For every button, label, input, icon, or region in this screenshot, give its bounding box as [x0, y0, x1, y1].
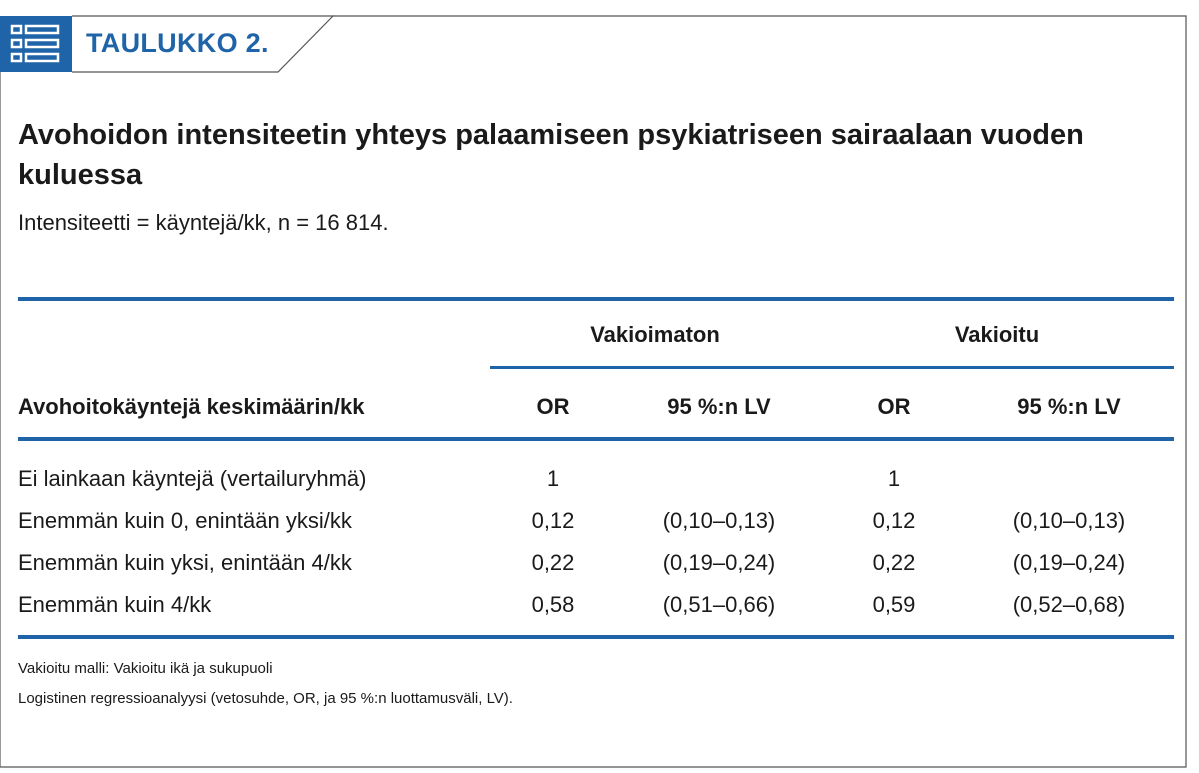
- table-row-label: Ei lainkaan käyntejä (vertailuryhmä): [18, 466, 367, 491]
- table-row-label: Enemmän kuin 4/kk: [18, 592, 212, 617]
- group-header-unadjusted: Vakioimaton: [590, 322, 720, 347]
- table-cell-or-adjusted: 0,59: [872, 592, 916, 617]
- column-header-ci-adjusted: 95 %:n LV: [1017, 394, 1121, 419]
- group-header-adjusted: Vakioitu: [954, 322, 1040, 347]
- table-cell-ci-adjusted: (0,19–0,24): [1012, 550, 1126, 575]
- footnote-method: Logistinen regressioanalyysi (vetosuhde,…: [18, 690, 513, 707]
- table-cell-ci-adjusted: (0,52–0,68): [1012, 592, 1126, 617]
- top-rule: [18, 297, 1174, 301]
- table-row-label: Enemmän kuin yksi, enintään 4/kk: [18, 550, 352, 575]
- table-cell-or-adjusted: 0,22: [872, 550, 916, 575]
- column-header-or-unadjusted: OR: [536, 394, 570, 419]
- table-cell-ci-unadjusted: (0,51–0,66): [662, 592, 776, 617]
- group-rule-unadjusted: [490, 366, 832, 369]
- table-cell-or-unadjusted: 1: [546, 466, 560, 491]
- footnote-model: Vakioitu malli: Vakioitu ikä ja sukupuol…: [18, 660, 273, 677]
- table-cell-ci-adjusted: (0,10–0,13): [1012, 508, 1126, 533]
- table-cell-ci-unadjusted: (0,19–0,24): [662, 550, 776, 575]
- table-title: Avohoidon intensiteetin yhteys palaamise…: [18, 119, 1084, 191]
- table-cell-or-unadjusted: 0,58: [531, 592, 575, 617]
- table-cell-or-unadjusted: 0,12: [531, 508, 575, 533]
- column-header-ci-unadjusted: 95 %:n LV: [667, 394, 771, 419]
- table-subtitle: Intensiteetti = käyntejä/kk, n = 16 814.: [18, 210, 389, 235]
- table-label: TAULUKKO 2.: [86, 28, 269, 58]
- table-cell-or-adjusted: 1: [887, 466, 901, 491]
- column-header-or-adjusted: OR: [877, 394, 911, 419]
- header-rule: [18, 437, 1174, 441]
- column-header-category: Avohoitokäyntejä keskimäärin/kk: [18, 394, 365, 419]
- bottom-rule: [18, 635, 1174, 639]
- group-rule-adjusted: [832, 366, 1174, 369]
- table-cell-ci-unadjusted: (0,10–0,13): [662, 508, 776, 533]
- table-cell-or-unadjusted: 0,22: [531, 550, 575, 575]
- table-cell-or-adjusted: 0,12: [872, 508, 916, 533]
- table-row-label: Enemmän kuin 0, enintään yksi/kk: [18, 508, 352, 533]
- table-list-icon: [0, 16, 72, 72]
